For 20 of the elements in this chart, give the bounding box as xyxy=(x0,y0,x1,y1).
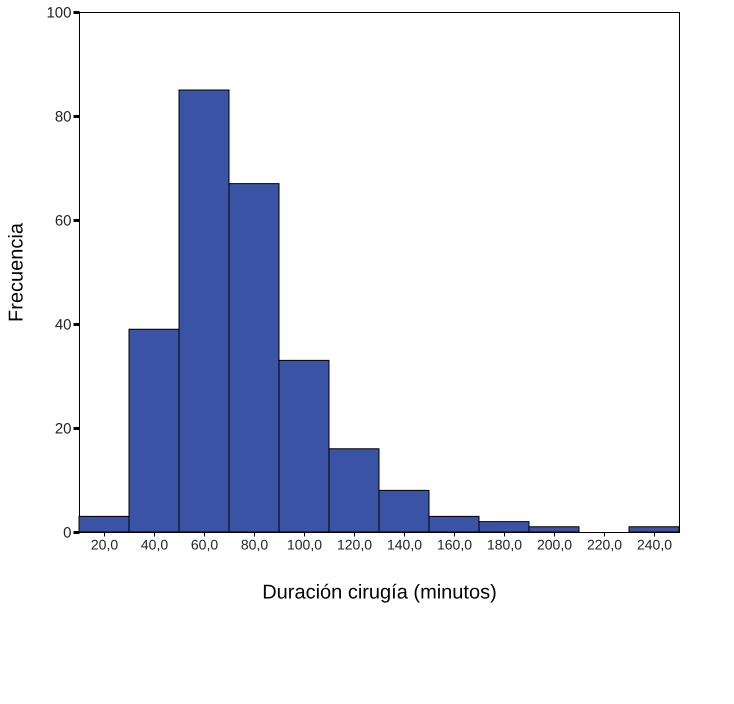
y-tick-label: 60 xyxy=(54,212,72,230)
x-tick-label: 140,0 xyxy=(386,536,422,552)
y-tick-label: 0 xyxy=(63,524,72,542)
y-tick-label: 80 xyxy=(54,108,72,126)
y-tick-label: 100 xyxy=(46,4,72,22)
y-tick-label: 40 xyxy=(54,316,72,334)
y-tick-label: 20 xyxy=(54,420,72,438)
x-tick-label: 100,0 xyxy=(286,536,322,552)
x-tick-label: 160,0 xyxy=(436,536,472,552)
x-tick-label: 200,0 xyxy=(536,536,572,552)
y-axis-title: Frecuencia xyxy=(5,222,28,322)
x-tick-label: 60,0 xyxy=(190,536,218,552)
x-tick-label: 80,0 xyxy=(240,536,268,552)
x-tick-label: 20,0 xyxy=(90,536,118,552)
x-tick-label: 180,0 xyxy=(486,536,522,552)
x-tick-label: 40,0 xyxy=(140,536,168,552)
x-tick-label: 220,0 xyxy=(586,536,622,552)
x-tick-label: 240,0 xyxy=(636,536,672,552)
x-tick-label: 120,0 xyxy=(336,536,372,552)
x-axis-title: Duración cirugía (minutos) xyxy=(262,582,497,604)
